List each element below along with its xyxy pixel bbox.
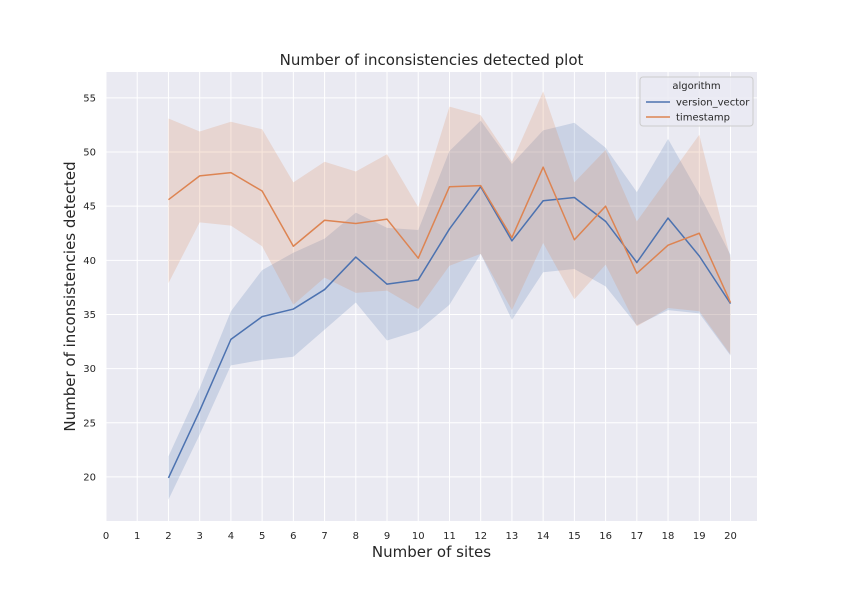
x-tick-label: 2 xyxy=(165,531,171,542)
x-tick-label: 18 xyxy=(662,531,675,542)
legend-title: algorithm xyxy=(672,81,720,92)
x-tick-label: 6 xyxy=(290,531,296,542)
x-tick-label: 5 xyxy=(259,531,265,542)
x-tick-label: 10 xyxy=(412,531,425,542)
series-line-version-vector xyxy=(167,185,732,479)
x-tick-label: 15 xyxy=(568,531,581,542)
ci-band-version-vector xyxy=(168,120,731,500)
series-line-timestamp xyxy=(167,166,732,303)
ci-band-timestamp xyxy=(168,91,731,355)
y-tick-label: 35 xyxy=(83,310,96,321)
x-tick-label: 7 xyxy=(321,531,327,542)
chart-title: Number of inconsistencies detected plot xyxy=(280,51,584,69)
grid-lines xyxy=(105,72,757,521)
x-tick-label: 9 xyxy=(384,531,390,542)
x-tick-label: 8 xyxy=(353,531,359,542)
x-tick-label: 4 xyxy=(228,531,234,542)
legend-box xyxy=(639,76,754,127)
y-tick-label: 30 xyxy=(83,364,96,375)
y-tick-label: 55 xyxy=(83,93,96,104)
x-tick-label: 0 xyxy=(103,531,109,542)
y-tick-label: 20 xyxy=(83,472,96,483)
x-tick-labels: 0 1 2 3 4 5 6 7 8 9 10 11 12 13 14 15 16 17 18 19 20 xyxy=(103,531,737,542)
legend-label-timestamp: timestamp xyxy=(676,113,730,124)
confidence-bands xyxy=(168,91,731,500)
y-tick-label: 25 xyxy=(83,418,96,429)
plot-area xyxy=(106,72,757,521)
y-axis-label: Number of inconsistencies detected xyxy=(61,161,79,431)
x-tick-label: 16 xyxy=(599,531,612,542)
legend-label-version-vector: version_vector xyxy=(676,98,750,109)
x-tick-label: 17 xyxy=(630,531,643,542)
y-tick-label: 45 xyxy=(83,202,96,213)
series-lines xyxy=(167,166,732,479)
y-tick-labels: 20 25 30 35 40 45 50 55 xyxy=(83,93,96,483)
x-tick-label: 3 xyxy=(196,531,202,542)
x-tick-label: 13 xyxy=(506,531,519,542)
x-tick-label: 20 xyxy=(724,531,737,542)
x-tick-label: 12 xyxy=(474,531,487,542)
x-tick-label: 11 xyxy=(443,531,456,542)
legend: algorithm version_vector timestamp xyxy=(639,76,754,127)
y-tick-label: 40 xyxy=(83,256,96,267)
y-tick-label: 50 xyxy=(83,148,96,159)
x-tick-label: 14 xyxy=(537,531,550,542)
x-axis-label: Number of sites xyxy=(372,543,491,561)
x-tick-label: 19 xyxy=(693,531,706,542)
x-tick-label: 1 xyxy=(134,531,140,542)
